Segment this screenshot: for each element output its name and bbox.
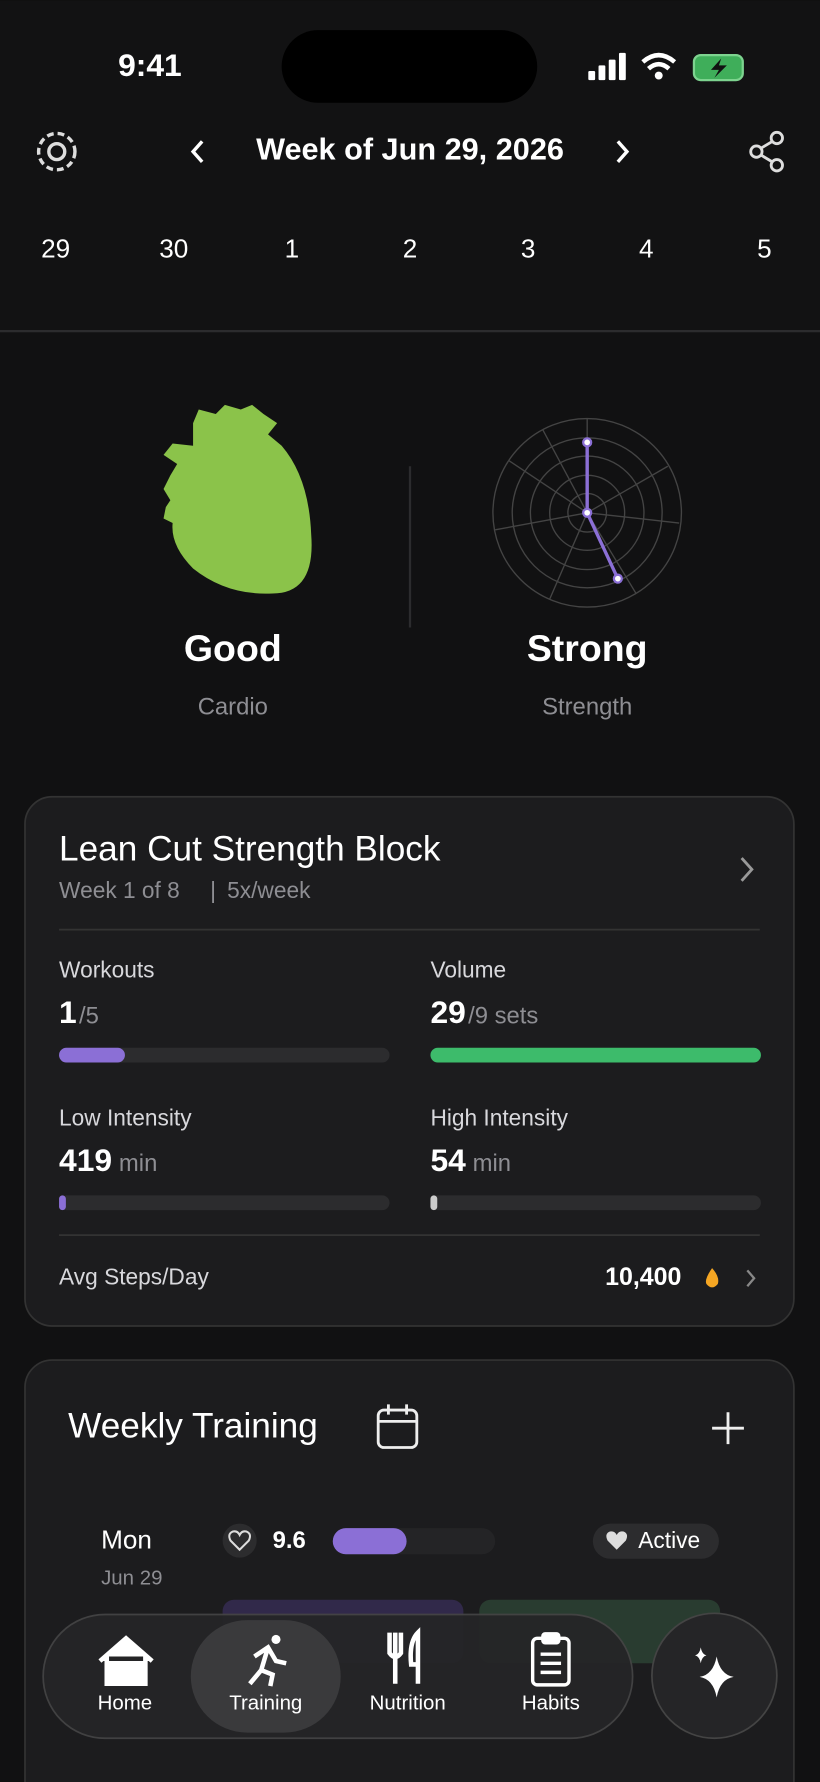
day-number[interactable]: 5 <box>757 233 772 263</box>
battery-bolt <box>710 58 727 78</box>
day-number[interactable]: 2 <box>403 233 418 263</box>
cardio-score: Good <box>184 627 282 669</box>
weekly-title: Weekly Training <box>68 1406 318 1445</box>
steps-label: Avg Steps/Day <box>59 1263 209 1289</box>
status-icon <box>606 1531 628 1550</box>
day-date: Jun 29 <box>101 1567 162 1590</box>
training-icon <box>248 1644 287 1687</box>
tab-label[interactable]: Training <box>229 1692 302 1715</box>
metric-value: 29 <box>430 994 465 1030</box>
metric-bars <box>59 1047 761 1211</box>
status-time: 9:41 <box>118 47 182 83</box>
tab-label[interactable]: Home <box>98 1692 153 1715</box>
day-number[interactable]: 29 <box>41 233 70 263</box>
flame-icon <box>705 1268 719 1288</box>
habits-icon <box>530 1632 571 1687</box>
program-chevron <box>740 857 754 882</box>
program-week: Week 1 of 8 <box>59 877 180 903</box>
heart-icon <box>163 404 312 594</box>
tab-label[interactable]: Nutrition <box>370 1692 446 1715</box>
heart-outline <box>228 1530 252 1552</box>
signal-icon <box>588 52 626 81</box>
score-fill <box>332 1528 407 1555</box>
week-title: Week of Jun 29, 2026 <box>256 133 564 167</box>
steps-chevron <box>746 1269 756 1287</box>
cardio-label: Cardio <box>198 693 268 720</box>
prev-week[interactable] <box>190 140 204 163</box>
sparkle-icon <box>695 1647 734 1698</box>
wifi-icon <box>641 52 677 71</box>
share-button[interactable] <box>749 130 784 173</box>
day-number[interactable]: 3 <box>521 233 536 263</box>
metric-unit: min <box>473 1150 511 1177</box>
wifi-dot <box>654 71 663 80</box>
metric-value: 1 <box>59 994 77 1030</box>
program-title: Lean Cut Strength Block <box>59 830 441 869</box>
tab-label[interactable]: Habits <box>522 1692 580 1715</box>
day-number[interactable]: 1 <box>285 233 300 263</box>
strength-label: Strength <box>542 693 632 720</box>
home-icon <box>98 1635 154 1687</box>
training-head <box>271 1634 281 1644</box>
day-number[interactable]: 30 <box>159 233 188 263</box>
settings-button[interactable] <box>36 131 77 172</box>
separator: | <box>210 877 216 903</box>
radar-points <box>582 437 623 584</box>
metric-label: Volume <box>430 957 506 983</box>
score-icon-bg <box>222 1523 257 1558</box>
metric-label: High Intensity <box>430 1104 568 1130</box>
day-score: 9.6 <box>273 1527 306 1554</box>
metric-value: 419 <box>59 1142 112 1178</box>
status-text: Active <box>638 1527 700 1553</box>
active-tab <box>190 1620 341 1733</box>
nutrition-icon <box>387 1627 421 1684</box>
metric-value: 54 <box>430 1142 466 1178</box>
calendar-icon[interactable] <box>376 1404 419 1449</box>
metric-label: Workouts <box>59 957 154 983</box>
metric-unit: min <box>119 1150 157 1177</box>
strength-score: Strong <box>527 627 648 669</box>
metric-label: Low Intensity <box>59 1104 192 1130</box>
day-number[interactable]: 4 <box>639 233 654 263</box>
next-week[interactable] <box>616 140 630 163</box>
metric-unit: /5 <box>79 1002 99 1029</box>
steps-value: 10,400 <box>605 1263 681 1291</box>
metric-unit: /9 sets <box>468 1002 538 1029</box>
day-name: Mon <box>101 1525 152 1555</box>
program-frequency: 5x/week <box>227 877 311 903</box>
dynamic-island <box>281 30 538 103</box>
add-button[interactable] <box>712 1412 744 1445</box>
